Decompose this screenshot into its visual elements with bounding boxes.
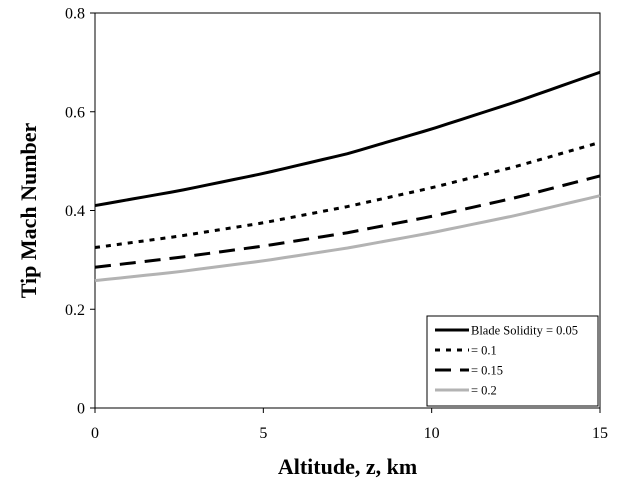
x-tick-label: 5 (259, 425, 267, 442)
y-tick-label: 0.4 (65, 203, 85, 220)
y-axis-title: Tip Mach Number (16, 122, 41, 298)
x-tick-label: 15 (592, 425, 608, 442)
x-axis-title: Altitude, z, km (278, 454, 417, 479)
tick-labels: 0 5 10 15 0 0.2 0.4 0.6 0.8 (65, 6, 608, 443)
axes (90, 12, 601, 413)
series-line-3 (94, 174, 601, 269)
series-line-4 (94, 194, 601, 283)
legend-label-3: = 0.15 (471, 364, 503, 378)
series-line-1 (94, 70, 601, 208)
y-tick-label: 0.8 (65, 6, 85, 23)
x-tick-label: 10 (424, 425, 440, 442)
legend-label-1: Blade Solidity = 0.05 (471, 324, 578, 338)
x-tick-label: 0 (91, 425, 99, 442)
legend-label-4: = 0.2 (471, 384, 497, 398)
series-line-2 (94, 140, 601, 250)
legend: Blade Solidity = 0.05 = 0.1 = 0.15 = 0.2 (426, 315, 599, 407)
legend-label-2: = 0.1 (471, 344, 497, 358)
series-layer (94, 70, 601, 283)
y-tick-label: 0.6 (65, 104, 85, 121)
y-tick-label: 0 (77, 401, 85, 418)
y-tick-label: 0.2 (65, 302, 85, 319)
